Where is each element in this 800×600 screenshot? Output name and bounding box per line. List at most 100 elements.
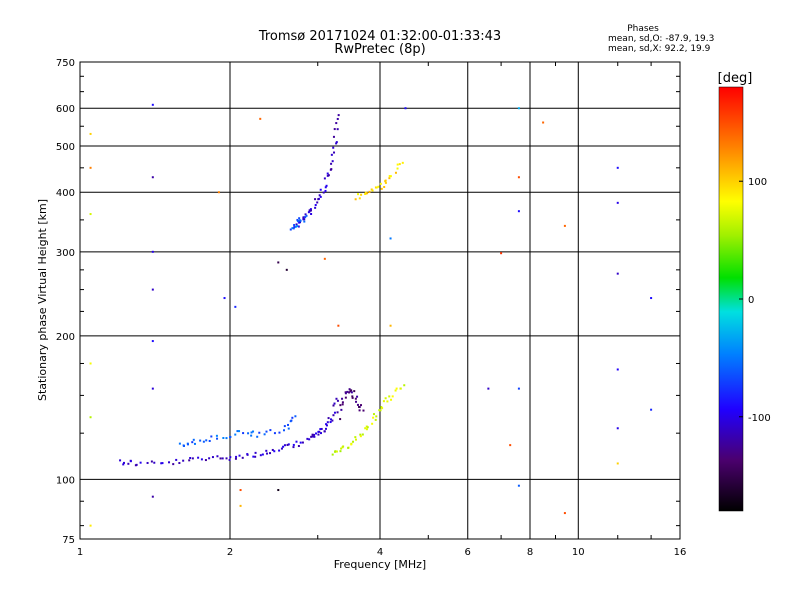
data-point [258, 431, 261, 434]
data-point [399, 387, 402, 390]
data-point [336, 117, 339, 120]
data-point [178, 462, 181, 465]
data-point [344, 392, 347, 395]
stats-line-x: mean, sd,X: 92.2, 19.9 [608, 44, 711, 54]
data-point [358, 405, 361, 408]
data-point [404, 107, 407, 110]
y-tick-label: 750 [56, 58, 75, 69]
data-point [313, 435, 316, 438]
stats-header: Phases [627, 24, 659, 34]
data-point [247, 432, 250, 435]
data-point [289, 228, 292, 231]
data-point [310, 213, 313, 216]
data-points [89, 103, 653, 527]
data-point [347, 446, 350, 449]
data-point [356, 193, 359, 196]
data-point [616, 201, 619, 204]
data-point [193, 442, 196, 445]
data-point [335, 122, 338, 125]
data-point [293, 226, 296, 229]
data-point [89, 213, 92, 216]
data-point [334, 450, 337, 453]
y-tick-label: 600 [56, 104, 75, 115]
data-point [341, 403, 344, 406]
data-point [146, 461, 149, 464]
data-point [234, 433, 237, 436]
data-point [333, 151, 336, 154]
data-point [151, 495, 154, 498]
data-point [616, 166, 619, 169]
data-point [333, 128, 336, 131]
data-point [273, 432, 276, 435]
data-point [168, 461, 171, 464]
data-point [371, 422, 374, 425]
data-point [356, 395, 359, 398]
data-point [278, 449, 281, 452]
data-point [228, 458, 231, 461]
data-point [351, 396, 354, 399]
x-tick-label: 16 [674, 547, 687, 558]
data-point [301, 441, 304, 444]
data-point [291, 416, 294, 419]
data-point [349, 390, 352, 393]
data-point [310, 435, 313, 438]
data-point [151, 288, 154, 291]
x-tick-label: 8 [527, 547, 533, 558]
data-point [330, 168, 333, 171]
data-point [366, 426, 369, 429]
data-point [283, 425, 286, 428]
x-axis-label: Frequency [MHz] [334, 558, 426, 571]
data-point [309, 208, 312, 211]
data-point [217, 191, 220, 194]
data-point [320, 427, 323, 430]
data-point [211, 456, 214, 459]
data-point [389, 324, 392, 327]
data-point [311, 433, 314, 436]
y-tick-labels: 75 100 200 300 400 500 600 750 [56, 58, 75, 546]
data-point [330, 162, 333, 165]
data-point [225, 457, 228, 460]
data-point [292, 443, 295, 446]
data-point [298, 221, 301, 224]
data-point [335, 142, 338, 145]
data-point [358, 409, 361, 412]
data-point [296, 218, 299, 221]
data-point [384, 181, 387, 184]
data-point [252, 430, 255, 433]
data-point [183, 444, 186, 447]
y-tick-label: 400 [56, 188, 75, 199]
data-point [188, 459, 191, 462]
data-point [372, 416, 375, 419]
data-point [256, 435, 259, 438]
data-point [327, 174, 330, 177]
data-point [139, 461, 142, 464]
y-tick-label: 75 [62, 535, 75, 546]
data-point [388, 395, 391, 398]
data-point [500, 252, 503, 255]
data-point [229, 436, 232, 439]
data-point [216, 437, 219, 440]
data-point [293, 224, 296, 227]
data-point [269, 429, 272, 432]
data-point [246, 453, 249, 456]
data-point [370, 188, 373, 191]
data-point [315, 432, 318, 435]
data-point [389, 237, 392, 240]
data-point [563, 512, 566, 515]
data-point [354, 397, 357, 400]
data-point [396, 167, 399, 170]
data-point [398, 163, 401, 166]
data-point [204, 459, 207, 462]
data-point [346, 390, 349, 393]
data-point [336, 411, 339, 414]
data-point [238, 430, 241, 433]
data-point [89, 416, 92, 419]
data-point [234, 457, 237, 460]
data-point [353, 390, 356, 393]
data-point [517, 387, 520, 390]
data-point [325, 424, 328, 427]
data-point [384, 179, 387, 182]
data-point [210, 435, 213, 438]
data-point [160, 462, 163, 465]
data-point [285, 268, 288, 271]
